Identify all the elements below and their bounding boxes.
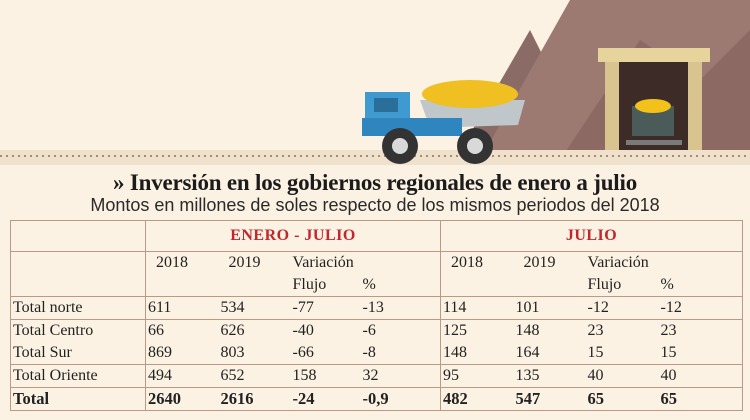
page-subtitle: Montos en millones de soles respecto de … [90,195,660,215]
table-cell: 65 [587,389,605,408]
table-cell: 611 [145,296,219,320]
pct-header: % [658,274,743,297]
group-enero-julio: ENERO - JULIO [145,220,441,252]
table-cell: 23 [660,322,677,339]
region-label: Total Centro [13,322,94,339]
table-cell: 23 [587,322,604,339]
table-cell: 652 [218,364,291,388]
table-cell: -77 [290,296,361,320]
year-2018: 2018 [145,251,219,274]
table-cell: 547 [515,389,541,408]
year-2019: 2019 [523,254,556,271]
table-cell: 158 [290,364,361,388]
table-cell: -0,9 [362,389,389,408]
table-cell: 15 [585,342,659,365]
table-row: Total Oriente 494 652 158 32 95 135 40 4… [10,364,743,388]
table-cell: 2616 [220,389,254,408]
variacion-header: Variación [587,254,649,271]
table-row: Total Sur 869 803 -66 -8 148 164 15 15 [10,342,743,365]
year-header-row: 2018 2019 Variación 2018 2019 Variación [11,251,743,274]
cart-gold [635,99,671,113]
table-cell: 2640 [145,387,219,411]
group-header-row: ENERO - JULIO JULIO [10,220,743,252]
table-cell: 66 [145,319,219,342]
mine-post-left [605,55,619,150]
table-cell: -12 [585,296,659,320]
ground [0,150,750,165]
table-cell: -13 [360,296,441,320]
year-2019: 2019 [228,254,261,271]
region-label: Total Oriente [10,364,146,388]
variacion-header: Variación [292,254,354,271]
mine-beam [598,48,710,62]
table-cell: 101 [513,296,586,320]
truck-gold [422,80,518,108]
region-label: Total Sur [10,342,146,365]
table-row: Total Centro 66 626 -40 -6 125 148 23 23 [11,319,743,342]
mining-illustration [0,0,750,165]
flujo-header: Flujo [585,274,659,297]
table-cell: 148 [440,342,514,365]
cart-rail [626,140,682,145]
total-label: Total [13,389,50,408]
table-row: Total norte 611 534 -77 -13 114 101 -12 … [10,296,743,320]
table-cell: 803 [218,342,291,365]
table-cell: 65 [660,389,678,408]
table-cell: 40 [658,364,743,388]
table-cell: -66 [290,342,361,365]
region-label: Total norte [10,296,146,320]
truck-hub-back [467,138,483,154]
year-2018: 2018 [440,251,514,274]
table-cell: 40 [585,364,659,388]
investment-table: ENERO - JULIO JULIO 2018 2019 Variación … [10,220,744,411]
table-cell: 15 [658,342,743,365]
pct-header: % [360,274,441,297]
table-cell: 534 [218,296,291,320]
total-row: Total 2640 2616 -24 -0,9 482 547 65 65 [11,387,743,411]
truck-body [362,118,462,136]
table-cell: -6 [362,322,376,339]
table-cell: 32 [360,364,441,388]
mine-post-right [688,55,702,150]
table-cell: 114 [440,296,514,320]
subheader-row: Flujo % Flujo % [10,274,743,297]
table-cell: 148 [515,322,540,339]
flujo-header: Flujo [290,274,361,297]
table-cell: 494 [145,364,219,388]
table-cell: 164 [513,342,586,365]
table-cell: -40 [292,322,314,339]
truck-window [374,98,398,112]
table-cell: 482 [440,387,514,411]
group-julio: JULIO [439,220,743,252]
truck-hub-front [392,138,408,154]
table-cell: 95 [440,364,514,388]
page-title: » Inversión en los gobiernos regionales … [113,170,637,195]
table-cell: 135 [513,364,586,388]
table-cell: -8 [360,342,441,365]
table-cell: -12 [658,296,743,320]
table-cell: 125 [440,319,514,342]
table-cell: 626 [220,322,245,339]
table-cell: 869 [145,342,219,365]
table-cell: -24 [292,389,315,408]
